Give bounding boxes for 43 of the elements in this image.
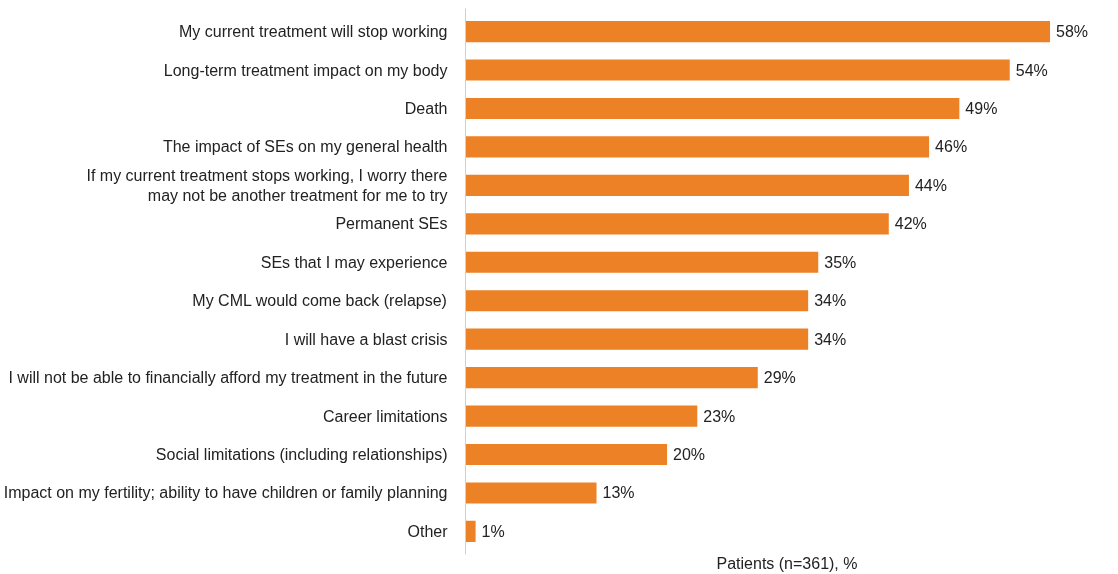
bar bbox=[465, 59, 1010, 81]
y-tick-label: I will have a blast crisis bbox=[284, 330, 448, 348]
y-tick-label: Career limitations bbox=[323, 407, 448, 425]
y-tick-label: Impact on my fertility; ability to have children or family planning bbox=[3, 484, 448, 502]
y-tick-label: My current treatment will stop working bbox=[178, 23, 448, 41]
data-label: 35% bbox=[824, 253, 857, 271]
y-tick-label: My CML would come back (relapse) bbox=[192, 292, 447, 310]
y-tick-label: Death bbox=[404, 99, 448, 117]
y-tick-label: I will not be able to financially afford my treatment in the future bbox=[8, 369, 448, 387]
bar bbox=[465, 443, 668, 466]
bar bbox=[465, 251, 819, 273]
y-tick-label: Social limitations (including relationships) bbox=[155, 446, 448, 464]
data-label: 20% bbox=[673, 446, 706, 464]
bar bbox=[465, 520, 476, 542]
bar bbox=[465, 97, 960, 120]
y-tick-label: Long-term treatment impact on my body bbox=[163, 61, 448, 79]
data-label: 13% bbox=[602, 484, 635, 502]
data-label: 46% bbox=[935, 138, 968, 156]
y-tick-label: Permanent SEs bbox=[335, 215, 448, 233]
data-label: 44% bbox=[914, 176, 947, 194]
data-label: 49% bbox=[965, 99, 998, 117]
data-label: 29% bbox=[763, 369, 796, 387]
data-label: 42% bbox=[894, 215, 927, 233]
y-tick-label: The impact of SEs on my general health bbox=[162, 138, 448, 156]
bar bbox=[465, 213, 889, 235]
data-label: 34% bbox=[814, 330, 847, 348]
bar bbox=[465, 174, 909, 196]
data-label: 23% bbox=[703, 407, 736, 425]
data-label: 54% bbox=[1015, 61, 1048, 79]
y-tick-label: SEs that I may experience bbox=[260, 253, 448, 271]
data-label: 34% bbox=[814, 292, 847, 310]
x-axis-title: Patients (n=361), % bbox=[716, 554, 858, 572]
bar bbox=[465, 328, 809, 350]
bar bbox=[465, 482, 597, 504]
bar bbox=[465, 367, 758, 389]
y-tick-label: If my current treatment stops working, I worry there may not be another treatment for me to try bbox=[86, 166, 448, 205]
y-tick-label: Other bbox=[407, 522, 449, 540]
bar bbox=[465, 405, 698, 427]
data-label: 58% bbox=[1056, 23, 1089, 41]
bar bbox=[465, 21, 1051, 43]
data-label: 1% bbox=[481, 522, 505, 540]
bar bbox=[465, 136, 930, 158]
bar bbox=[465, 290, 809, 312]
